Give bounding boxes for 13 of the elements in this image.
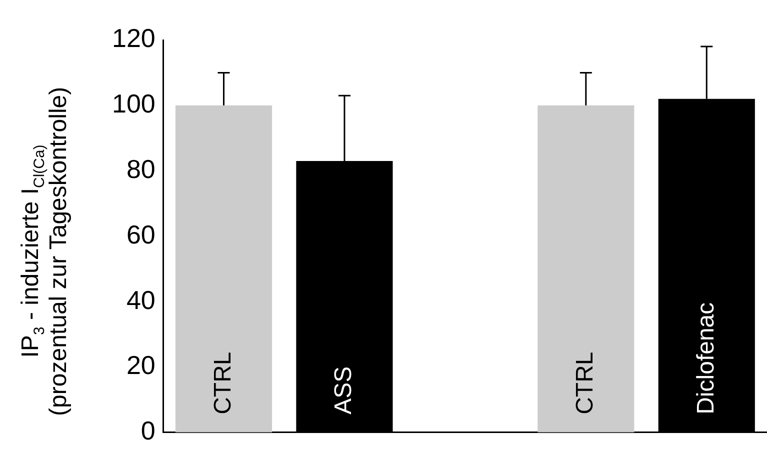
y-tick-label: 60 — [126, 219, 156, 250]
x-tick-label: CTRL — [209, 352, 236, 414]
x-tick-label: Diclofenac — [692, 302, 720, 414]
bar — [538, 105, 634, 432]
x-tick-label: CTRL — [572, 352, 599, 414]
y-tick-label: 80 — [126, 154, 156, 184]
y-tick-label: 40 — [126, 284, 156, 315]
y-tick-label: 100 — [112, 88, 156, 119]
x-tick-label: ASS — [330, 366, 358, 414]
y-tick-label: 0 — [140, 416, 156, 446]
y-tick-label: 20 — [126, 350, 156, 380]
y-tick-label: 120 — [112, 23, 156, 54]
bar — [175, 105, 272, 432]
